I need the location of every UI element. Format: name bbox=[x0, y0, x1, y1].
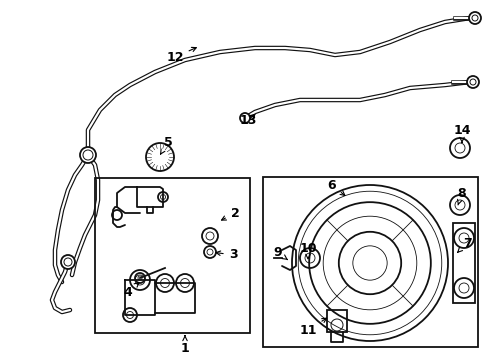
Text: 13: 13 bbox=[239, 113, 256, 126]
Text: 9: 9 bbox=[273, 247, 287, 260]
Bar bbox=[95, 178, 249, 333]
Circle shape bbox=[61, 255, 75, 269]
Text: 5: 5 bbox=[160, 135, 172, 154]
Text: 12: 12 bbox=[166, 48, 196, 63]
Circle shape bbox=[466, 76, 478, 88]
Text: 6: 6 bbox=[327, 179, 344, 195]
Circle shape bbox=[80, 147, 96, 163]
Text: 1: 1 bbox=[180, 336, 189, 355]
Text: 4: 4 bbox=[123, 283, 139, 298]
Text: 10: 10 bbox=[299, 242, 316, 259]
Circle shape bbox=[468, 12, 480, 24]
Text: 7: 7 bbox=[457, 237, 470, 252]
Text: 2: 2 bbox=[221, 207, 239, 220]
Text: 3: 3 bbox=[216, 248, 237, 261]
Bar bbox=[263, 177, 477, 347]
Text: 8: 8 bbox=[457, 186, 466, 205]
Text: 14: 14 bbox=[452, 123, 470, 142]
Bar bbox=[452, 223, 474, 303]
Bar bbox=[326, 310, 346, 332]
Circle shape bbox=[240, 113, 249, 123]
Text: 11: 11 bbox=[299, 318, 326, 337]
